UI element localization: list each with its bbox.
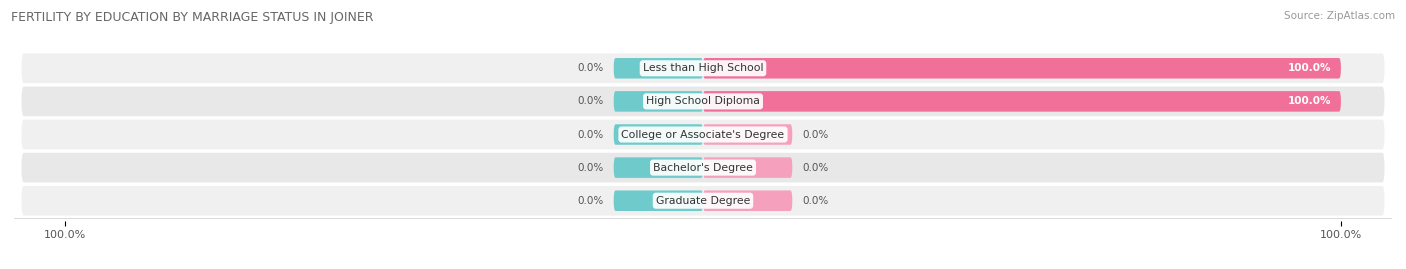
Text: Source: ZipAtlas.com: Source: ZipAtlas.com: [1284, 11, 1395, 21]
FancyBboxPatch shape: [613, 91, 703, 112]
Text: 0.0%: 0.0%: [801, 162, 828, 173]
Text: 0.0%: 0.0%: [578, 162, 605, 173]
FancyBboxPatch shape: [21, 86, 1385, 117]
FancyBboxPatch shape: [21, 119, 1385, 150]
FancyBboxPatch shape: [21, 185, 1385, 217]
FancyBboxPatch shape: [613, 157, 703, 178]
FancyBboxPatch shape: [613, 58, 703, 79]
FancyBboxPatch shape: [613, 190, 703, 211]
Text: Bachelor's Degree: Bachelor's Degree: [652, 162, 754, 173]
Text: 0.0%: 0.0%: [578, 196, 605, 206]
Text: FERTILITY BY EDUCATION BY MARRIAGE STATUS IN JOINER: FERTILITY BY EDUCATION BY MARRIAGE STATU…: [11, 11, 374, 24]
FancyBboxPatch shape: [703, 58, 1341, 79]
Text: 0.0%: 0.0%: [578, 129, 605, 140]
FancyBboxPatch shape: [613, 124, 703, 145]
Text: 100.0%: 100.0%: [1288, 63, 1331, 73]
Text: 0.0%: 0.0%: [801, 196, 828, 206]
FancyBboxPatch shape: [703, 124, 793, 145]
Text: 100.0%: 100.0%: [1288, 96, 1331, 107]
FancyBboxPatch shape: [21, 52, 1385, 84]
Text: Less than High School: Less than High School: [643, 63, 763, 73]
FancyBboxPatch shape: [21, 152, 1385, 183]
Text: Graduate Degree: Graduate Degree: [655, 196, 751, 206]
Text: College or Associate's Degree: College or Associate's Degree: [621, 129, 785, 140]
Text: High School Diploma: High School Diploma: [647, 96, 759, 107]
Text: 0.0%: 0.0%: [578, 96, 605, 107]
FancyBboxPatch shape: [703, 157, 793, 178]
Text: 0.0%: 0.0%: [801, 129, 828, 140]
Text: 0.0%: 0.0%: [578, 63, 605, 73]
FancyBboxPatch shape: [703, 190, 793, 211]
FancyBboxPatch shape: [703, 91, 1341, 112]
